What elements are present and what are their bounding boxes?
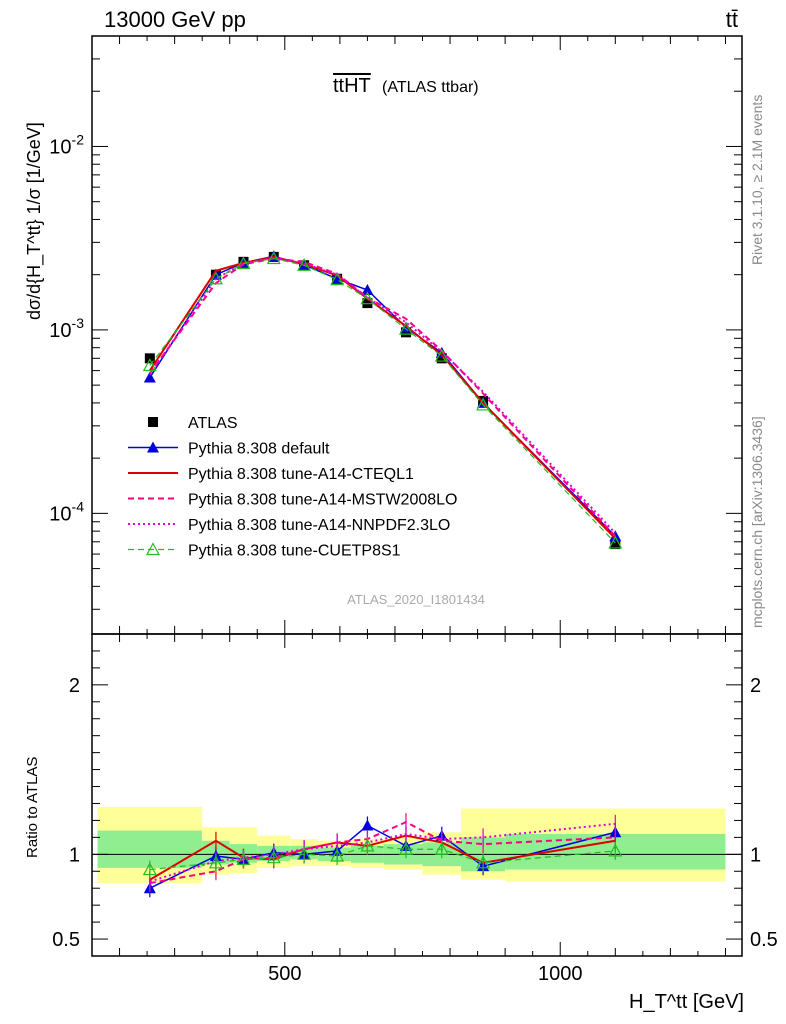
- ytick-label-ratio-right-0: 0.5: [750, 929, 778, 951]
- main-point-5-8: [434, 348, 449, 362]
- legend-label-3: Pythia 8.308 tune-A14-MSTW2008LO: [188, 492, 457, 509]
- ytick-label-ratio-left-2: 2: [69, 675, 80, 697]
- xtick-label-1: 1000: [538, 963, 583, 985]
- legend-entry-0: ATLAS: [148, 415, 238, 432]
- ytick-label-main-0: 10-4: [49, 498, 84, 525]
- xtick-label-0: 500: [268, 963, 301, 985]
- ratio-plot-frame: [91, 633, 743, 957]
- main-point-5-9: [476, 397, 491, 411]
- mcplots-label: mcplots.cern.ch [arXiv:1306.3436]: [749, 416, 765, 628]
- ratio-plot-series: [142, 813, 623, 898]
- ytick-label-ratio-right-1: 1: [750, 844, 761, 866]
- main-series-5: [142, 251, 623, 549]
- legend-label-1: Pythia 8.308 default: [188, 441, 330, 458]
- ratio-point-4-2: [236, 852, 251, 866]
- legend-marker-5: [145, 542, 161, 556]
- ratio-ylabel: Ratio to ATLAS: [24, 757, 41, 858]
- legend: ATLAS Pythia 8.308 default Pythia 8.308 tu…: [128, 415, 457, 560]
- axis-ticks: 500 1000 10-4 10-3 10-2 0.5 0.5 1 1 2 2: [49, 35, 778, 985]
- main-point-5-7: [398, 321, 413, 335]
- ratio-point-4-1: [208, 855, 223, 869]
- main-point-5-6: [360, 291, 375, 305]
- main-point-5-10: [608, 535, 623, 549]
- main-point-5-2: [236, 256, 251, 270]
- ratio-point-4-0: [142, 862, 157, 876]
- legend-entry-1: Pythia 8.308 default: [128, 441, 330, 458]
- legend-label-0: ATLAS: [188, 415, 238, 432]
- plot-subtitle: (ATLAS ttbar): [382, 79, 479, 96]
- main-point-0-10: [610, 539, 621, 550]
- ratio-point-4-7: [398, 841, 413, 855]
- main-point-1-6: [361, 284, 374, 296]
- ytick-label-ratio-left-1: 1: [69, 844, 80, 866]
- main-line-5: [149, 257, 616, 544]
- ratio-point-4-9: [476, 855, 491, 869]
- ytick-label-ratio-right-2: 2: [750, 675, 761, 697]
- ratio-point-4-8: [434, 841, 449, 855]
- ytick-label-ratio-left-0: 0.5: [52, 929, 80, 951]
- main-plot-series: [142, 250, 623, 550]
- main-point-0-8: [436, 353, 447, 364]
- legend-label-2: Pythia 8.308 tune-A14-CTEQL1: [188, 466, 414, 483]
- main-point-5-1: [208, 271, 223, 285]
- ratio-point-4-6: [360, 838, 375, 852]
- legend-entry-4: Pythia 8.308 tune-A14-NNPDF2.3LO: [128, 517, 450, 534]
- legend-marker-1: [147, 441, 159, 453]
- main-point-5-0: [142, 358, 157, 372]
- main-point-1-0: [143, 371, 156, 383]
- plot-title: ttHT: [333, 75, 371, 97]
- legend-entry-2: Pythia 8.308 tune-A14-CTEQL1: [128, 466, 414, 483]
- header-right: tt̄: [726, 7, 738, 32]
- ratio-series-4: [142, 836, 623, 879]
- ratio-point-4-3: [266, 850, 281, 864]
- ratio-point-0-6: [361, 819, 374, 831]
- main-point-5-5: [330, 272, 345, 286]
- ratio-line-4: [149, 845, 616, 871]
- legend-entry-3: Pythia 8.308 tune-A14-MSTW2008LO: [128, 492, 457, 509]
- xlabel: H_T^tt [GeV]: [629, 991, 744, 1013]
- header-left: 13000 GeV pp: [104, 7, 246, 32]
- legend-label-5: Pythia 8.308 tune-CUETP8S1: [188, 543, 401, 560]
- legend-entry-5: Pythia 8.308 tune-CUETP8S1: [128, 542, 401, 560]
- legend-label-4: Pythia 8.308 tune-A14-NNPDF2.3LO: [188, 517, 450, 534]
- ratio-point-4-4: [297, 847, 312, 860]
- analysis-watermark: ATLAS_2020_I1801434: [347, 592, 485, 607]
- ratio-point-4-10: [608, 843, 623, 857]
- ytick-label-main-2: 10-2: [49, 131, 84, 158]
- legend-marker-0: [148, 417, 158, 427]
- rivet-label: Rivet 3.1.10, ≥ 2.1M events: [749, 95, 765, 265]
- ytick-label-main-1: 10-3: [49, 315, 84, 342]
- ratio-point-4-5: [330, 848, 345, 862]
- main-ylabel: dσ/d{H_T^tt} 1/σ [1/GeV]: [24, 122, 45, 320]
- main-point-5-3: [266, 251, 281, 265]
- main-point-5-4: [297, 258, 312, 271]
